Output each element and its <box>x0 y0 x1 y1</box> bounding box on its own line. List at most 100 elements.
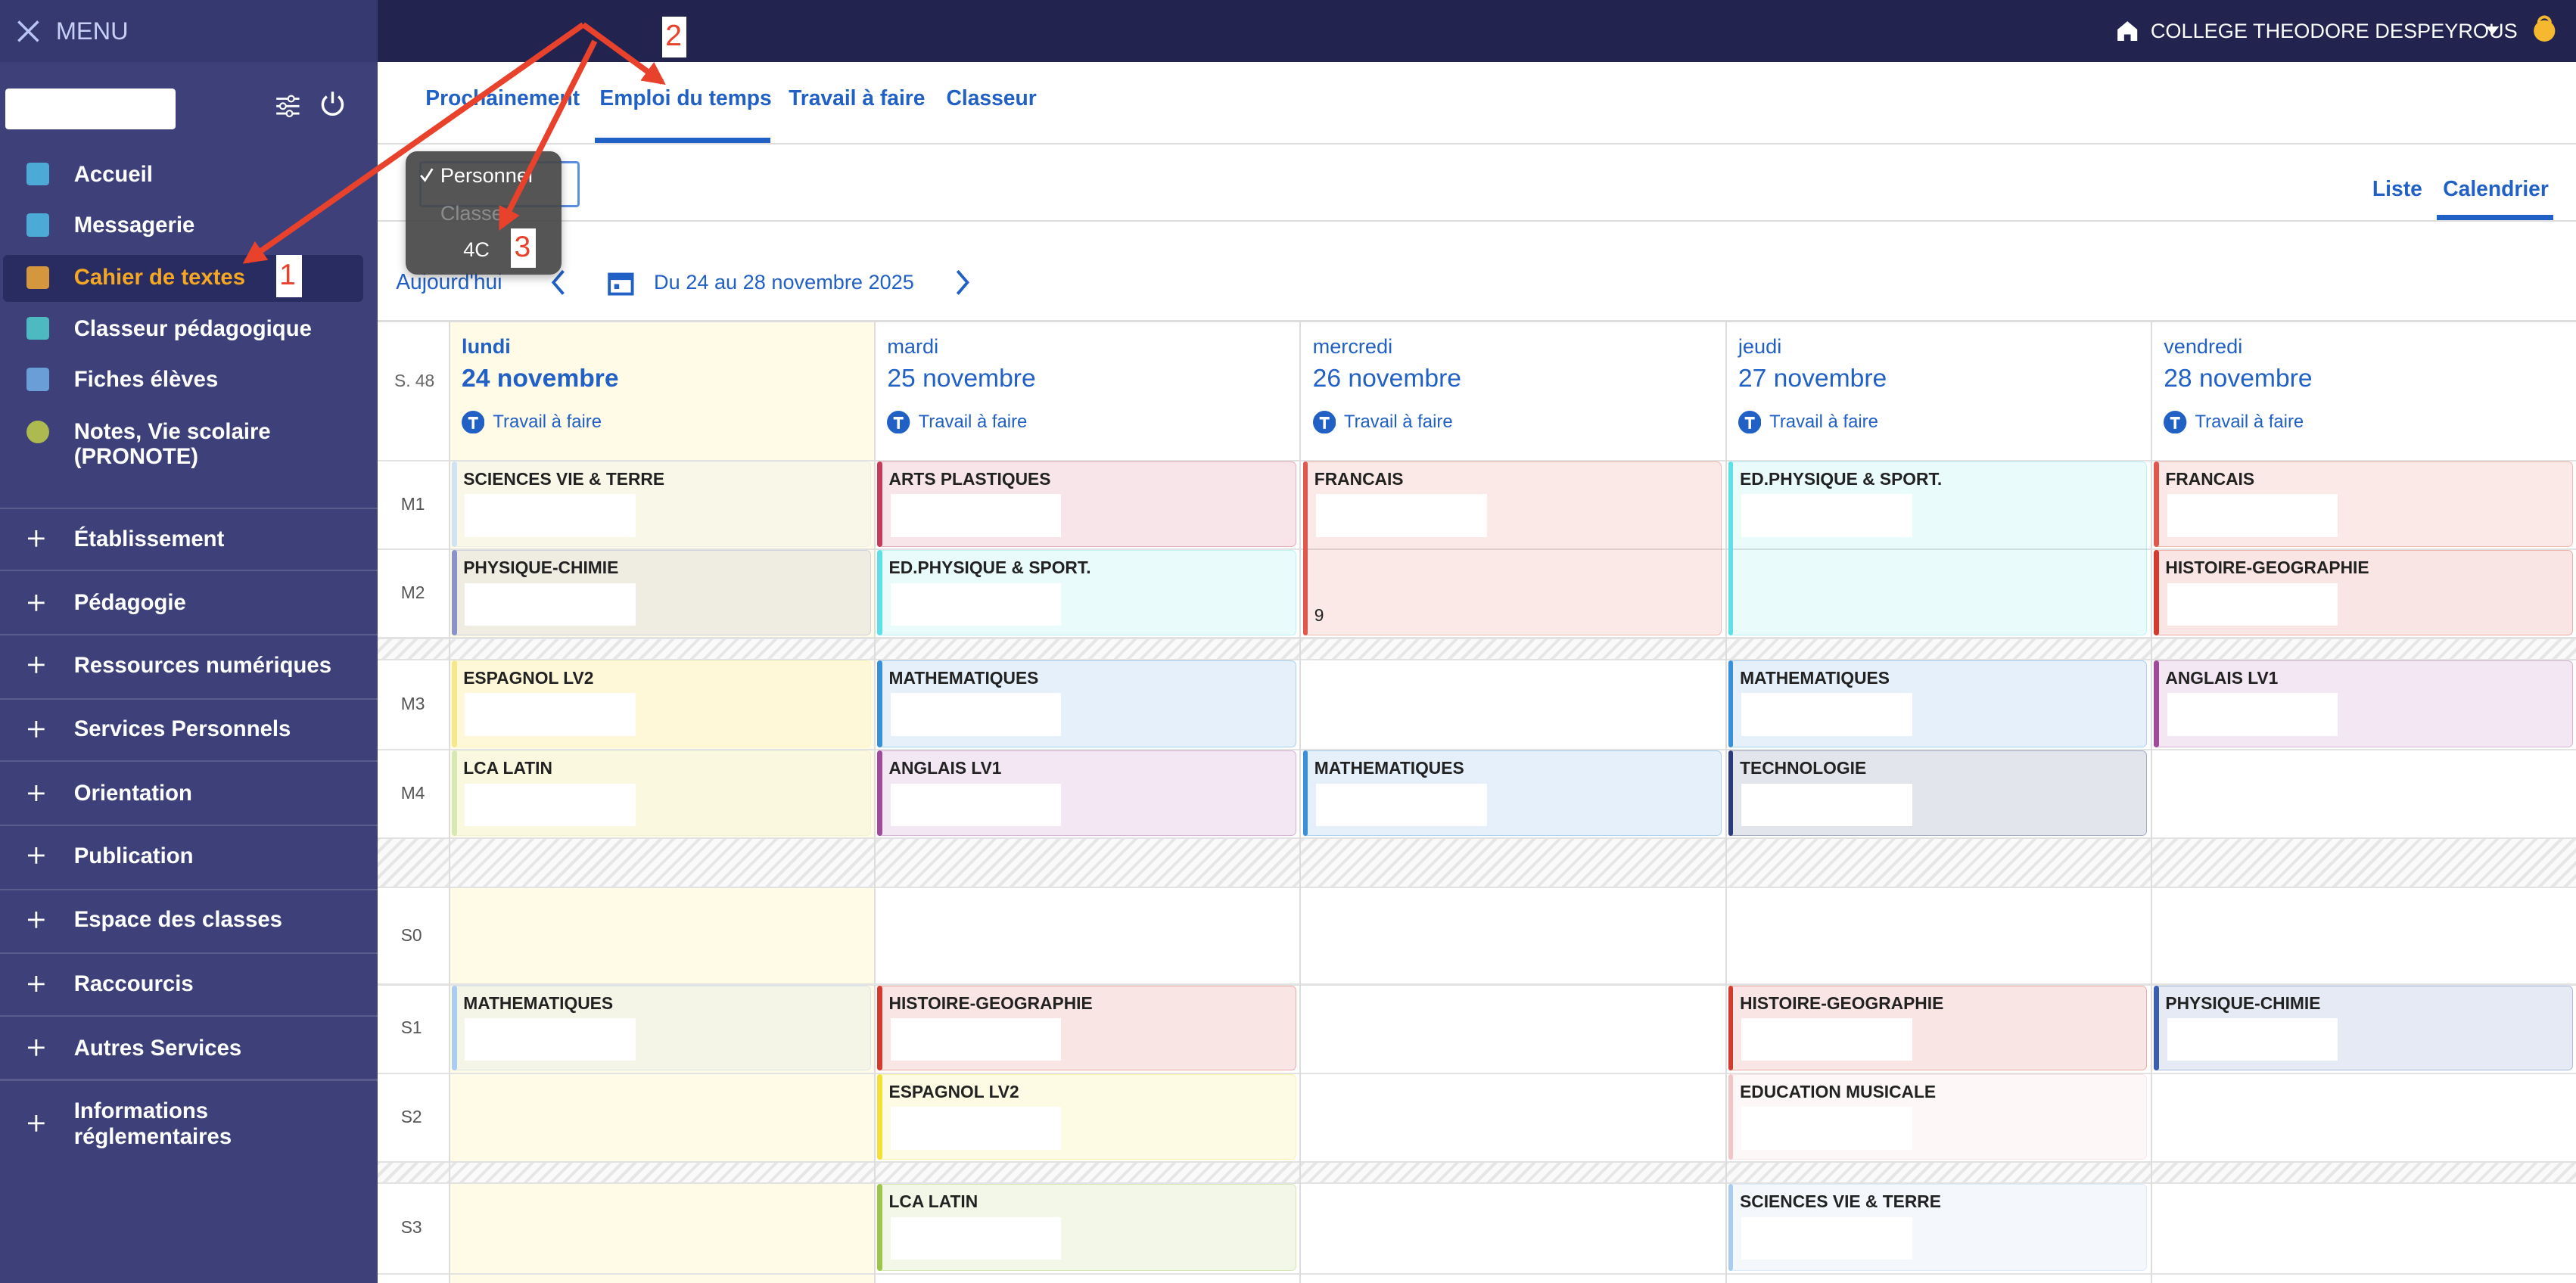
grid-line <box>378 837 2576 840</box>
todo-icon[interactable] <box>1738 410 1762 434</box>
menu-section[interactable]: Établissement <box>73 526 225 551</box>
redaction <box>890 783 1062 826</box>
grid-line <box>378 1182 2576 1185</box>
lesson-bar <box>1728 985 1734 1071</box>
grid-line <box>1299 320 1302 1283</box>
plus-icon <box>27 721 45 738</box>
menu-item[interactable]: Fiches élèves <box>73 366 219 392</box>
dropdown-option[interactable]: Classe <box>440 200 503 225</box>
caret-icon[interactable] <box>2485 26 2500 35</box>
redaction <box>465 783 636 826</box>
menu-section[interactable]: Autres Services <box>73 1035 242 1061</box>
todo-link[interactable]: Travail à faire <box>2195 411 2304 432</box>
menu-item-icon <box>26 213 50 237</box>
lesson-subject: HISTOIRE-GEOGRAPHIE <box>1740 993 1944 1013</box>
prev-button[interactable] <box>550 269 567 296</box>
lesson-bar <box>452 550 457 636</box>
todo-icon[interactable] <box>1312 410 1336 434</box>
grid-line <box>873 320 876 1283</box>
menu-section[interactable]: Espace des classes <box>73 907 282 933</box>
menu-item[interactable]: Cahier de textes <box>73 265 246 290</box>
menu-section[interactable]: Orientation <box>73 781 192 806</box>
avatar-icon[interactable] <box>2532 13 2557 49</box>
redaction <box>890 494 1062 537</box>
lesson-bar <box>1728 750 1734 837</box>
day-name: jeudi <box>1738 334 1782 358</box>
grid-line <box>2150 320 2152 1283</box>
lesson-subject: LCA LATIN <box>888 1191 978 1212</box>
menu-separator <box>0 952 378 955</box>
plus-icon <box>27 847 45 864</box>
annotation-box <box>275 254 303 297</box>
menu-section[interactable]: Pédagogie <box>73 590 186 616</box>
day-date: 27 novembre <box>1738 365 1887 393</box>
break-row <box>378 1160 2576 1183</box>
lesson-subject: PHYSIQUE-CHIMIE <box>2165 993 2321 1013</box>
date-range: Du 24 au 28 novembre 2025 <box>654 270 914 294</box>
next-button[interactable] <box>954 269 971 296</box>
menu-item[interactable]: Messagerie <box>73 212 195 238</box>
search-box[interactable] <box>5 89 176 130</box>
tab[interactable]: Emploi du temps <box>599 85 772 110</box>
menu-section[interactable]: Raccourcis <box>73 971 194 996</box>
lesson-subject: ARTS PLASTIQUES <box>888 469 1051 489</box>
redaction <box>2167 582 2338 626</box>
grid-line <box>378 887 2576 889</box>
todo-link[interactable]: Travail à faire <box>1769 411 1878 432</box>
break-row <box>378 637 2576 659</box>
plus-icon <box>27 594 45 611</box>
todo-link[interactable]: Travail à faire <box>493 411 602 432</box>
menu-section[interactable]: Informations réglementaires <box>73 1098 232 1150</box>
menu-separator <box>0 1079 378 1081</box>
menu-section[interactable]: Services Personnels <box>73 716 291 742</box>
menu-item[interactable]: Accueil <box>73 161 153 187</box>
menu-item[interactable]: Notes, Vie scolaire (PRONOTE) <box>73 418 271 470</box>
lesson-card[interactable] <box>1302 461 1722 636</box>
calendar-icon[interactable] <box>608 269 634 296</box>
dropdown-option[interactable]: 4C <box>463 237 490 261</box>
school-name[interactable]: COLLEGE THEODORE DESPEYROUS <box>2150 18 2518 42</box>
redaction <box>1315 494 1487 537</box>
sidebar <box>0 0 378 1283</box>
lesson-subject: ESPAGNOL LV2 <box>888 1082 1019 1102</box>
lesson-subject: HISTOIRE-GEOGRAPHIE <box>888 993 1093 1013</box>
lesson-subject: MATHEMATIQUES <box>888 667 1039 688</box>
todo-icon[interactable] <box>462 410 485 434</box>
tab[interactable]: Prochainement <box>425 85 580 110</box>
break-row <box>378 837 2576 887</box>
annotation-label: 1 <box>279 259 296 292</box>
grid-line <box>378 320 2576 322</box>
lesson-bar <box>877 660 882 747</box>
grid-line <box>378 1160 2576 1163</box>
filter-icon[interactable] <box>275 94 301 119</box>
slot-label: S1 <box>400 1017 422 1038</box>
todo-icon[interactable] <box>887 410 910 434</box>
todo-link[interactable]: Travail à faire <box>1343 411 1453 432</box>
power-icon[interactable] <box>319 90 347 118</box>
tab[interactable]: Travail à faire <box>789 85 926 110</box>
slot-label: M4 <box>400 782 425 803</box>
tab[interactable]: Classeur <box>946 85 1037 110</box>
menu-section[interactable]: Publication <box>73 843 194 868</box>
view-toggle[interactable]: Calendrier <box>2443 176 2549 200</box>
close-icon[interactable] <box>15 18 42 45</box>
menu-item-icon <box>26 317 50 340</box>
redaction <box>1315 783 1487 826</box>
menu-section[interactable]: Ressources numériques <box>73 652 331 678</box>
menu-item[interactable]: Classeur pédagogique <box>73 315 312 341</box>
todo-link[interactable]: Travail à faire <box>918 411 1028 432</box>
tab-underline <box>594 138 771 143</box>
lesson-bar <box>2154 660 2159 747</box>
todo-icon[interactable] <box>2164 410 2187 434</box>
grid-line <box>378 1272 2576 1275</box>
view-toggle[interactable]: Liste <box>2372 176 2422 200</box>
menu-separator <box>0 697 378 700</box>
lesson-bar <box>452 750 457 837</box>
dropdown-option[interactable]: Personnel <box>440 163 533 187</box>
slot-label: S3 <box>400 1217 422 1238</box>
lesson-bar <box>1728 1184 1734 1272</box>
lesson-subject: PHYSIQUE-CHIMIE <box>463 558 619 578</box>
day-date: 24 novembre <box>462 365 619 393</box>
menu-separator <box>0 760 378 763</box>
grid-line <box>378 748 2576 751</box>
